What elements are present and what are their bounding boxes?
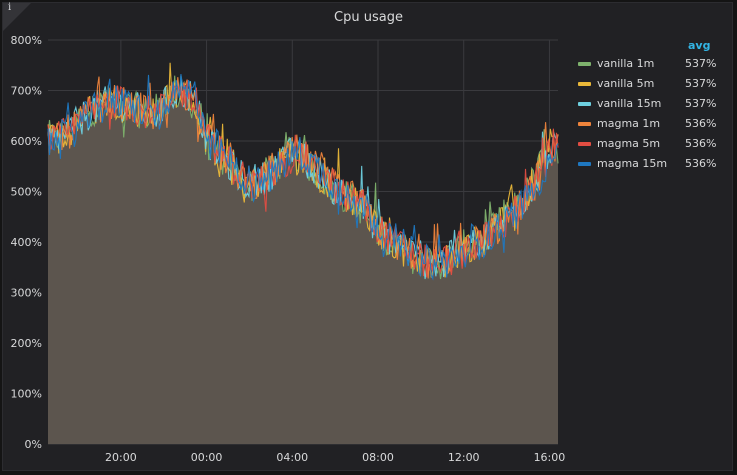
legend-series-avg: 537% bbox=[685, 97, 717, 110]
series-line-magma-5m bbox=[47, 79, 559, 278]
x-tick-label: 16:00 bbox=[534, 451, 566, 464]
legend-series-avg: 536% bbox=[685, 157, 717, 170]
legend-series-avg: 536% bbox=[685, 137, 717, 150]
x-tick-label: 20:00 bbox=[105, 451, 137, 464]
legend-item-vanilla-5m[interactable]: vanilla 5m 537% bbox=[576, 74, 720, 94]
y-tick-label: 700% bbox=[11, 85, 42, 98]
legend-item-vanilla-1m[interactable]: vanilla 1m 537% bbox=[576, 54, 720, 74]
legend-series-name[interactable]: vanilla 1m bbox=[597, 57, 655, 70]
x-tick-label: 08:00 bbox=[362, 451, 394, 464]
y-tick-label: 300% bbox=[11, 287, 42, 300]
legend: vanilla 1m 537% vanilla 5m 537% vanilla 15m 5… bbox=[576, 54, 720, 174]
legend-item-magma-1m[interactable]: magma 1m 536% bbox=[576, 114, 720, 134]
y-tick-label: 500% bbox=[11, 186, 42, 199]
legend-series-name[interactable]: vanilla 15m bbox=[597, 97, 662, 110]
y-tick-label: 600% bbox=[11, 135, 42, 148]
x-tick-label: 04:00 bbox=[276, 451, 308, 464]
chart-series-lines bbox=[47, 62, 559, 281]
legend-swatch[interactable] bbox=[578, 102, 591, 106]
legend-series-avg: 537% bbox=[685, 57, 717, 70]
legend-swatch[interactable] bbox=[578, 122, 591, 126]
y-tick-label: 400% bbox=[11, 236, 42, 249]
y-tick-label: 800% bbox=[11, 34, 42, 47]
legend-series-avg: 536% bbox=[685, 117, 717, 130]
legend-series-name[interactable]: magma 1m bbox=[597, 117, 661, 130]
x-axis: 20:00 00:00 04:00 08:00 12:00 16:00 bbox=[105, 451, 565, 464]
x-tick-label: 12:00 bbox=[448, 451, 480, 464]
legend-swatch[interactable] bbox=[578, 82, 591, 86]
panel-corner bbox=[3, 3, 31, 31]
legend-item-magma-15m[interactable]: magma 15m 536% bbox=[576, 154, 720, 174]
legend-item-magma-5m[interactable]: magma 5m 536% bbox=[576, 134, 720, 154]
legend-series-name[interactable]: magma 15m bbox=[597, 157, 668, 170]
y-tick-label: 0% bbox=[25, 438, 42, 451]
legend-series-name[interactable]: magma 5m bbox=[597, 137, 661, 150]
legend-swatch[interactable] bbox=[578, 62, 591, 66]
legend-series-avg: 537% bbox=[685, 77, 717, 90]
panel-title[interactable]: Cpu usage bbox=[334, 10, 403, 25]
series-area bbox=[48, 75, 558, 444]
chart-area-fill bbox=[48, 75, 558, 444]
y-tick-label: 200% bbox=[11, 337, 42, 350]
legend-avg-header[interactable]: avg bbox=[688, 39, 711, 52]
legend-item-vanilla-15m[interactable]: vanilla 15m 537% bbox=[576, 94, 720, 114]
series-line-magma-15m bbox=[47, 74, 559, 281]
legend-series-name[interactable]: vanilla 5m bbox=[597, 77, 655, 90]
series-line-magma-1m bbox=[47, 76, 559, 279]
legend-swatch[interactable] bbox=[578, 162, 591, 166]
y-tick-label: 100% bbox=[11, 388, 42, 401]
legend-swatch[interactable] bbox=[578, 142, 591, 146]
x-tick-label: 00:00 bbox=[191, 451, 223, 464]
info-icon[interactable]: i bbox=[8, 2, 12, 13]
y-axis: 0% 100% 200% 300% 400% 500% 600% 700% 800% bbox=[11, 34, 42, 451]
